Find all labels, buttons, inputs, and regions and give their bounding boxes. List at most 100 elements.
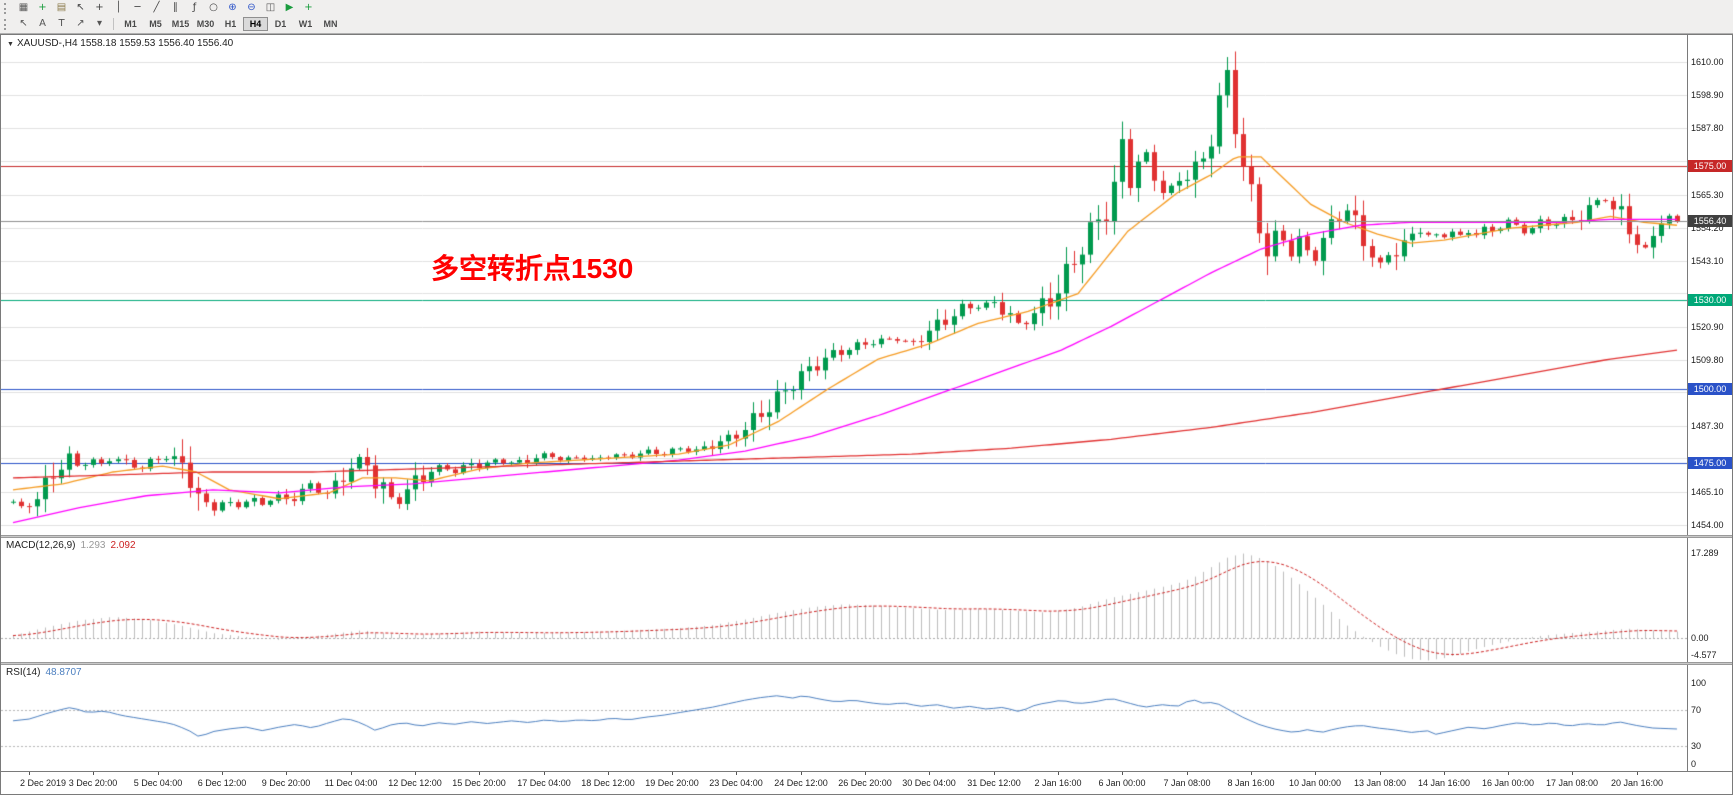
macd-axis-label: 17.289 <box>1691 548 1719 559</box>
time-axis-tick <box>415 772 416 775</box>
rsi-value: 48.8707 <box>45 667 82 678</box>
text-label-tool[interactable]: A <box>39 18 46 29</box>
arrows-tool[interactable]: ↗ <box>76 18 85 29</box>
price-axis-label: 1587.80 <box>1691 122 1724 133</box>
timeframe-m15[interactable]: M15 <box>171 19 190 29</box>
price-axis[interactable]: 1610.00 1598.90 1587.80 1565.30 1554.20 1543.… <box>1687 35 1732 535</box>
ellipse-icon[interactable]: ○ <box>209 2 218 13</box>
profiles-icon[interactable]: ▤ <box>56 2 67 13</box>
rsi-axis-label: 0 <box>1691 759 1697 769</box>
charts-grid-icon[interactable]: ▦ <box>18 2 29 13</box>
arrows-dropdown-caret[interactable]: ▾ <box>96 18 103 29</box>
price-level-badge: 1530.00 <box>1688 293 1732 306</box>
time-axis[interactable]: 2 Dec 2019 3 Dec 20:00 5 Dec 04:00 6 Dec 12… <box>1 771 1732 794</box>
timeframe-h4[interactable]: H4 <box>243 17 268 31</box>
rsi-panel[interactable]: RSI(14) 48.8707 100 70 30 0 <box>1 665 1732 771</box>
main-chart-canvas[interactable] <box>1 35 1687 535</box>
horizontal-line-icon[interactable]: ─ <box>134 2 141 13</box>
time-axis-label: 13 Jan 08:00 <box>1353 778 1407 788</box>
time-axis-label: 8 Jan 16:00 <box>1227 778 1275 788</box>
time-axis-label: 19 Dec 20:00 <box>645 778 699 788</box>
price-axis-label: 1543.10 <box>1691 255 1724 266</box>
rsi-canvas[interactable] <box>1 665 1687 771</box>
rsi-axis[interactable]: 100 70 30 0 <box>1687 665 1732 771</box>
macd-panel[interactable]: MACD(12,26,9) 1.293 2.092 17.289 0.00 -4.577 <box>1 538 1732 662</box>
text-tool[interactable]: T <box>58 18 65 29</box>
line-studies-toolbar: ↖ A T ↗ ▾ <box>14 17 109 31</box>
fibonacci-icon[interactable]: ƒ <box>192 2 197 13</box>
timeframe-m30[interactable]: M30 <box>196 19 215 29</box>
panel-splitter[interactable] <box>1 662 1732 665</box>
indicators-icon[interactable]: + <box>304 2 313 13</box>
vertical-line-icon[interactable]: │ <box>115 2 122 13</box>
time-axis-label: 6 Dec 12:00 <box>197 778 247 788</box>
time-axis-label: 18 Dec 12:00 <box>581 778 635 788</box>
timeframe-m5[interactable]: M5 <box>149 19 162 29</box>
time-axis-tick <box>865 772 866 775</box>
time-axis-label: 26 Dec 20:00 <box>838 778 892 788</box>
macd-canvas[interactable] <box>1 538 1687 662</box>
symbol-collapse-icon[interactable]: ▼ <box>7 41 14 48</box>
time-axis-tick <box>351 772 352 775</box>
main-chart-panel[interactable]: ▼ XAUUSD-,H4 1558.18 1559.53 1556.40 1556… <box>1 35 1732 535</box>
timeframe-m1[interactable]: M1 <box>124 19 137 29</box>
panel-splitter[interactable] <box>1 535 1732 538</box>
time-axis-tick <box>1122 772 1123 775</box>
price-axis-label: 1465.10 <box>1691 487 1724 498</box>
time-axis-tick <box>736 772 737 775</box>
time-axis-tick <box>929 772 930 775</box>
timeframe-mn[interactable]: MN <box>323 19 338 29</box>
rsi-label: RSI(14) 48.8707 <box>6 667 82 678</box>
time-axis-label: 11 Dec 04:00 <box>324 778 378 788</box>
time-axis-label: 17 Jan 08:00 <box>1545 778 1599 788</box>
zoom-in-icon[interactable]: ⊕ <box>228 2 237 13</box>
timeframe-d1[interactable]: D1 <box>274 19 287 29</box>
new-chart-icon[interactable]: + <box>38 2 47 13</box>
time-axis-label: 3 Dec 20:00 <box>68 778 118 788</box>
pointer-tool[interactable]: ↖ <box>19 18 28 29</box>
price-axis-label: 1554.20 <box>1691 222 1724 233</box>
toolbar: ▦ + ▤ ↖ + │ ─ ╱ ∥ ƒ ○ ⊕ ⊖ ◫ ▶ + ↖ A T ↗ ▾ M1 M5 M15 M30 H1 H4 D1 W… <box>0 0 1733 34</box>
time-axis-label: 15 Dec 20:00 <box>452 778 506 788</box>
chart-annotation-text: 多空转折点1530 <box>431 253 634 284</box>
time-axis-label: 5 Dec 04:00 <box>133 778 183 788</box>
timeframe-w1[interactable]: W1 <box>298 19 313 29</box>
time-axis-label: 24 Dec 12:00 <box>774 778 828 788</box>
time-axis-label: 10 Jan 00:00 <box>1288 778 1342 788</box>
time-axis-tick <box>544 772 545 775</box>
crosshair-icon[interactable]: + <box>95 2 104 13</box>
macd-signal-value: 2.092 <box>110 540 136 551</box>
macd-label: MACD(12,26,9) 1.293 2.092 <box>6 540 136 551</box>
equidistant-channel-icon[interactable]: ∥ <box>173 2 178 13</box>
time-axis-tick <box>1315 772 1316 775</box>
price-level-badge: 1575.00 <box>1688 159 1732 172</box>
rsi-axis-label: 70 <box>1691 705 1702 715</box>
timeframe-h1[interactable]: H1 <box>224 19 237 29</box>
time-axis-tick <box>1444 772 1445 775</box>
price-level-badge: 1475.00 <box>1688 457 1732 470</box>
time-axis-tick <box>672 772 673 775</box>
auto-scroll-icon[interactable]: ▶ <box>285 2 294 13</box>
time-axis-tick <box>286 772 287 775</box>
chart-area[interactable]: ▼ XAUUSD-,H4 1558.18 1559.53 1556.40 1556… <box>0 34 1733 795</box>
time-axis-tick <box>801 772 802 775</box>
time-axis-label: 9 Dec 20:00 <box>261 778 311 788</box>
standard-toolbar-icons: ▦ + ▤ ↖ + │ ─ ╱ ∥ ƒ ○ ⊕ ⊖ ◫ ▶ + <box>14 1 318 15</box>
time-axis-tick <box>93 772 94 775</box>
toolbar-row-tools: ↖ A T ↗ ▾ M1 M5 M15 M30 H1 H4 D1 W1 MN <box>0 16 1733 32</box>
price-axis-label: 1487.30 <box>1691 421 1724 432</box>
time-axis-tick <box>994 772 995 775</box>
tile-windows-icon[interactable]: ◫ <box>265 2 276 13</box>
price-axis-label: 1454.00 <box>1691 520 1724 531</box>
time-axis-label: 16 Jan 00:00 <box>1481 778 1535 788</box>
macd-axis-label: -4.577 <box>1691 650 1717 660</box>
trendline-icon[interactable]: ╱ <box>153 2 160 13</box>
toolbar-drag-handle[interactable] <box>4 2 10 14</box>
macd-axis[interactable]: 17.289 0.00 -4.577 <box>1687 538 1732 662</box>
cursor-icon[interactable]: ↖ <box>76 2 85 13</box>
toolbar-drag-handle[interactable] <box>4 18 10 30</box>
time-axis-label: 7 Jan 08:00 <box>1163 778 1211 788</box>
zoom-out-icon[interactable]: ⊖ <box>247 2 256 13</box>
symbol-label: ▼ XAUUSD-,H4 1558.18 1559.53 1556.40 1556… <box>7 38 233 49</box>
